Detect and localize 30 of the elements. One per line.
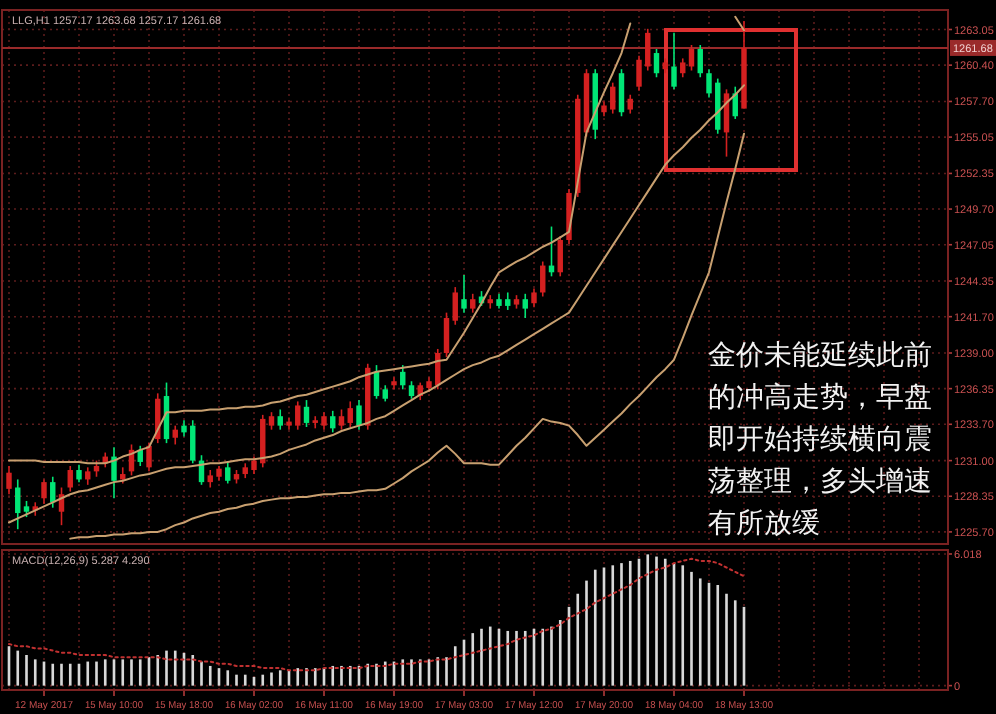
candlestick xyxy=(452,286,458,326)
candlestick xyxy=(653,48,660,79)
candlestick xyxy=(111,446,117,500)
candlestick xyxy=(618,68,625,118)
candlestick xyxy=(6,465,12,496)
candlestick xyxy=(172,424,178,446)
candlestick xyxy=(671,32,677,91)
candlestick xyxy=(338,408,345,431)
candlestick xyxy=(443,311,450,358)
candlestick xyxy=(557,235,563,278)
candlestick xyxy=(522,293,528,319)
candlestick xyxy=(146,442,152,473)
candlestick xyxy=(680,57,686,79)
candlestick xyxy=(277,408,283,431)
candlestick xyxy=(15,478,21,530)
candlestick xyxy=(470,293,476,314)
candlestick xyxy=(487,294,493,310)
candlestick xyxy=(225,461,231,485)
candlestick xyxy=(330,410,336,434)
annotation: 金价未能延续此前的冲高走势，早盘即开始持续横向震荡整理，多头增速有所放缓 xyxy=(708,338,932,538)
candlestick xyxy=(41,478,47,505)
line-series xyxy=(8,557,745,672)
candlestick xyxy=(461,274,467,314)
candlestick xyxy=(303,399,310,428)
candlestick xyxy=(67,465,73,493)
candlestick xyxy=(356,399,362,431)
candlestick xyxy=(347,400,353,428)
candlestick xyxy=(531,287,537,309)
candlestick xyxy=(627,93,633,115)
candlestick xyxy=(697,44,703,79)
